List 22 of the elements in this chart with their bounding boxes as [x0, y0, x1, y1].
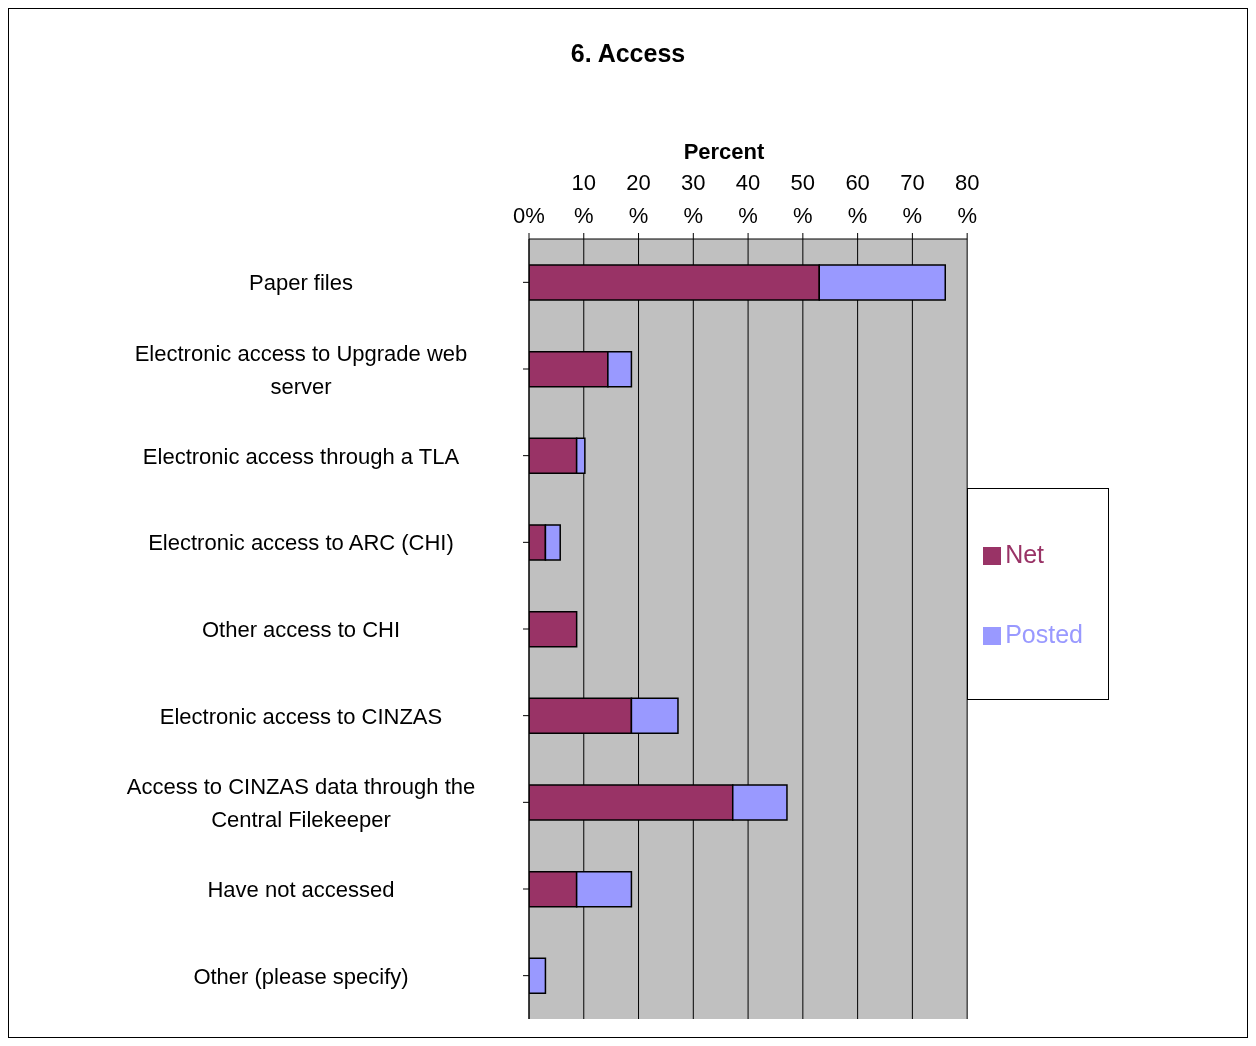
x-tick-label: 10 % [571, 170, 597, 228]
y-tick-label: Paper files [249, 270, 353, 296]
legend-label: Posted [1005, 620, 1083, 648]
legend-label: Net [1005, 540, 1045, 568]
x-tick-label: 70 % [900, 170, 925, 228]
x-tick-label: 20 % [626, 170, 651, 228]
y-tick-label: Electronic access through a TLA [142, 443, 460, 469]
x-tick-label: 60 % [845, 170, 870, 228]
x-tick-label: 0% [513, 203, 545, 228]
y-tick-label: Electronic access to Upgrade web server [134, 341, 468, 399]
x-axis-title: Percent [682, 139, 766, 165]
x-tick-label: 30 % [681, 170, 706, 228]
y-tick-label: Access to CINZAS data through the Central Filekeeper [126, 774, 476, 833]
x-tick-label: 40 % [735, 170, 761, 228]
y-tick-label: Have not accessed [207, 877, 395, 902]
y-tick-label: Other (please specify) [193, 963, 409, 989]
y-tick-label: Other access to CHI [201, 617, 401, 642]
x-tick-label: 80 % [954, 170, 980, 228]
chart-title: 6. Access [569, 39, 687, 69]
y-tick-label: Electronic access to ARC (CHI) [148, 530, 454, 556]
x-tick-label: 50 % [790, 170, 816, 228]
y-tick-label: Electronic access to CINZAS [159, 703, 443, 729]
